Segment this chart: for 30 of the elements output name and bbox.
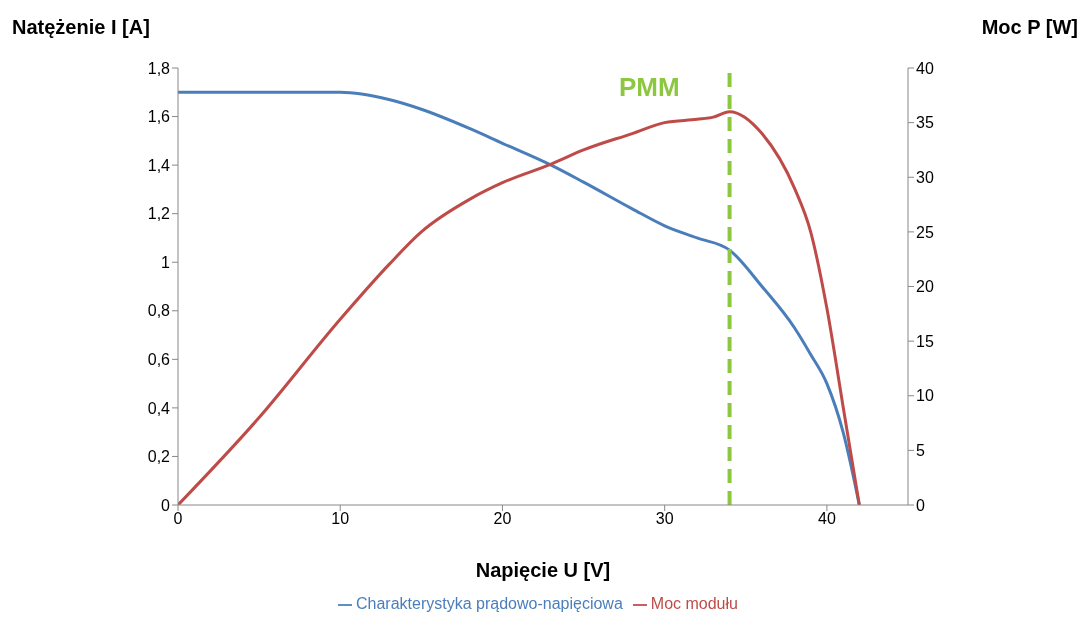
y2-tick-label: 25 xyxy=(916,223,934,241)
y2-tick-label: 35 xyxy=(916,114,934,132)
x-tick-label: 0 xyxy=(173,510,183,528)
y2-tick-label: 20 xyxy=(916,278,934,296)
y-tick-label: 0,8 xyxy=(147,302,171,320)
legend-label: Charakterystyka prądowo-napięciowa xyxy=(356,595,623,612)
y-axis-title: Natężenie I [A] xyxy=(12,16,150,39)
ref-line-label: PMM xyxy=(618,72,680,103)
y2-tick-label: 10 xyxy=(916,387,934,405)
y2-axis-title: Moc P [W] xyxy=(981,16,1078,39)
x-tick-label: 40 xyxy=(817,510,836,528)
y2-tick-label: 40 xyxy=(916,59,934,77)
y2-tick-label: 5 xyxy=(916,442,925,460)
y2-tick-label: 15 xyxy=(916,332,934,350)
y-tick-label: 1,2 xyxy=(147,205,171,223)
y-tick-label: 1,4 xyxy=(147,156,171,174)
y-tick-label: 0,2 xyxy=(147,448,171,466)
y2-tick-label: 0 xyxy=(916,496,925,514)
x-axis-title: Napięcie U [V] xyxy=(475,559,611,581)
x-tick-label: 30 xyxy=(655,510,674,528)
legend-label: Moc modułu xyxy=(650,595,738,612)
x-tick-label: 20 xyxy=(493,510,512,528)
y-tick-label: 1,8 xyxy=(147,59,171,77)
y-tick-label: 0,6 xyxy=(147,351,171,369)
y-tick-label: 1 xyxy=(161,253,171,271)
y2-tick-label: 30 xyxy=(916,168,934,186)
y-tick-label: 1,6 xyxy=(147,108,171,126)
y-tick-label: 0 xyxy=(161,496,171,514)
x-tick-label: 10 xyxy=(331,510,350,528)
y-tick-label: 0,4 xyxy=(147,399,171,417)
